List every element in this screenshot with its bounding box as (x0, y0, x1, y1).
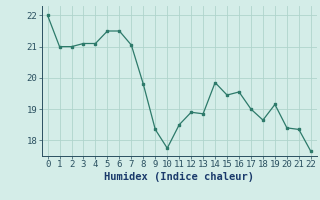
X-axis label: Humidex (Indice chaleur): Humidex (Indice chaleur) (104, 172, 254, 182)
